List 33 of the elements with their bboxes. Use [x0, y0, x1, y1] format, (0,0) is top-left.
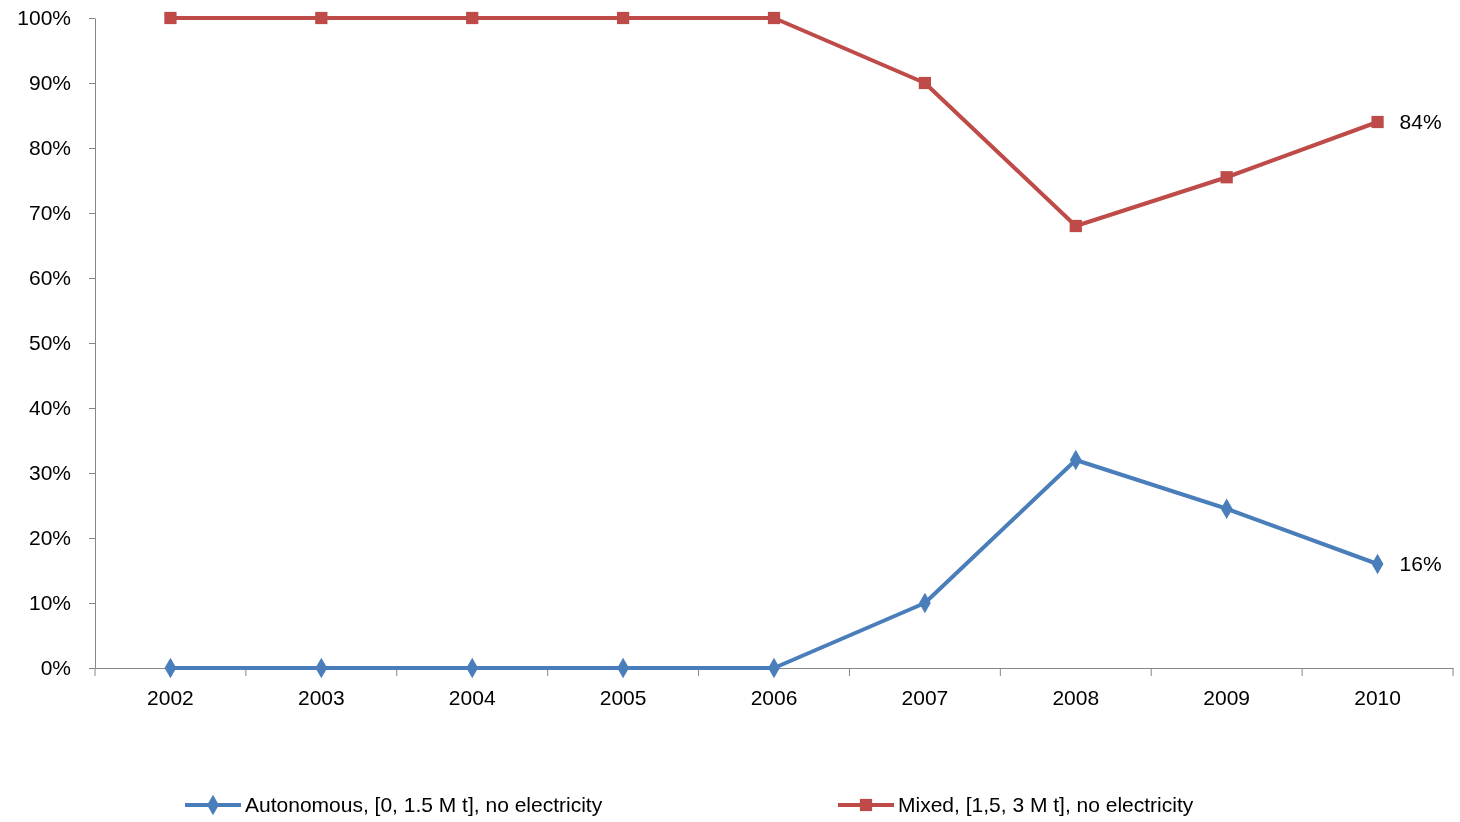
- y-tick-label: 80%: [28, 136, 71, 160]
- legend-label: Autonomous, [0, 1.5 M t], no electricity: [245, 793, 603, 817]
- data-label: 84%: [1399, 110, 1442, 134]
- y-tick-label: 10%: [28, 591, 71, 615]
- y-tick-label: 70%: [28, 201, 71, 225]
- point: [1069, 219, 1082, 233]
- y-tick-label: 50%: [28, 331, 71, 355]
- point: [767, 11, 781, 25]
- y-tick-label: 90%: [28, 71, 71, 95]
- x-tick-label: 2002: [147, 685, 194, 709]
- y-tick-label: 30%: [28, 461, 71, 485]
- x-tick-label: 2006: [750, 685, 798, 709]
- point: [918, 76, 932, 90]
- y-tick-label: 100%: [17, 6, 71, 30]
- x-tick-label: 2008: [1052, 685, 1100, 709]
- point: [164, 11, 177, 25]
- y-tick-label: 40%: [28, 396, 71, 420]
- x-tick-label: 2009: [1203, 685, 1251, 709]
- y-tick-label: 60%: [28, 266, 71, 290]
- point: [315, 11, 328, 25]
- y-tick-label: 0%: [40, 656, 71, 680]
- point: [1220, 171, 1233, 184]
- x-tick-label: 2003: [297, 685, 345, 709]
- data-label: 16%: [1399, 552, 1442, 576]
- point: [616, 11, 630, 25]
- point: [466, 11, 479, 25]
- legend-label: Mixed, [1,5, 3 M t], no electricity: [898, 793, 1194, 817]
- x-tick-label: 2007: [901, 685, 949, 709]
- x-tick-label: 2010: [1354, 685, 1401, 709]
- x-tick-label: 2005: [599, 685, 647, 709]
- x-tick-label: 2004: [448, 685, 496, 709]
- point: [1371, 115, 1384, 129]
- y-tick-label: 20%: [28, 526, 71, 550]
